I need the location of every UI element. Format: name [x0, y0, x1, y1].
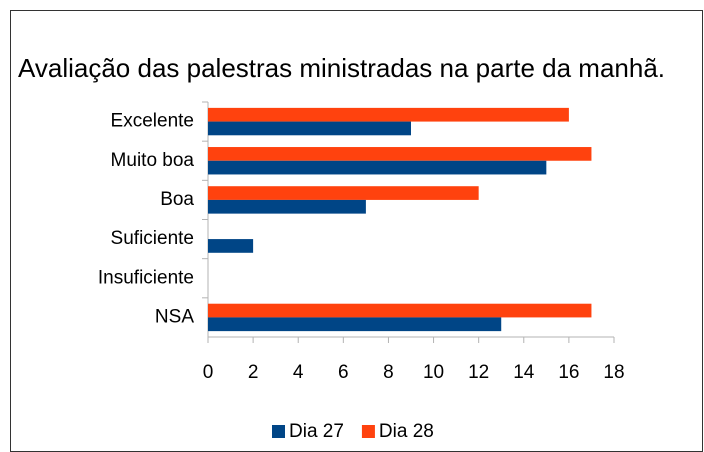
- y-tick-label: Insuficiente: [98, 267, 194, 288]
- bar: [208, 199, 366, 214]
- chart-title: Avaliação das palestras ministradas na p…: [18, 53, 665, 83]
- bar: [208, 107, 569, 122]
- bar: [208, 121, 411, 136]
- x-tick-label: 18: [603, 362, 624, 383]
- x-tick-label: 12: [468, 362, 489, 383]
- y-tick-label: Suficiente: [111, 228, 194, 249]
- legend-swatch: [272, 425, 285, 438]
- y-tick-label: Boa: [160, 189, 194, 210]
- x-tick-label: 16: [558, 362, 579, 383]
- legend-label: Dia 28: [379, 421, 434, 442]
- bar: [208, 303, 592, 318]
- x-tick-label: 14: [513, 362, 535, 383]
- x-tick-label: 2: [248, 362, 259, 383]
- bar: [208, 239, 254, 253]
- x-tick-label: 4: [293, 362, 304, 383]
- y-tick-label: Excelente: [111, 111, 194, 132]
- bar: [208, 160, 547, 175]
- legend-swatch: [361, 425, 375, 438]
- chart-frame: [10, 10, 703, 452]
- bar: [208, 317, 502, 332]
- bar: [208, 186, 479, 200]
- bar: [208, 147, 592, 161]
- x-tick-label: 0: [203, 362, 214, 383]
- x-tick-label: 6: [338, 362, 349, 383]
- x-tick-label: 8: [383, 362, 394, 383]
- y-tick-label: NSA: [155, 306, 194, 327]
- legend-label: Dia 27: [289, 421, 344, 442]
- y-tick-label: Muito boa: [111, 150, 195, 171]
- x-tick-label: 10: [423, 362, 444, 383]
